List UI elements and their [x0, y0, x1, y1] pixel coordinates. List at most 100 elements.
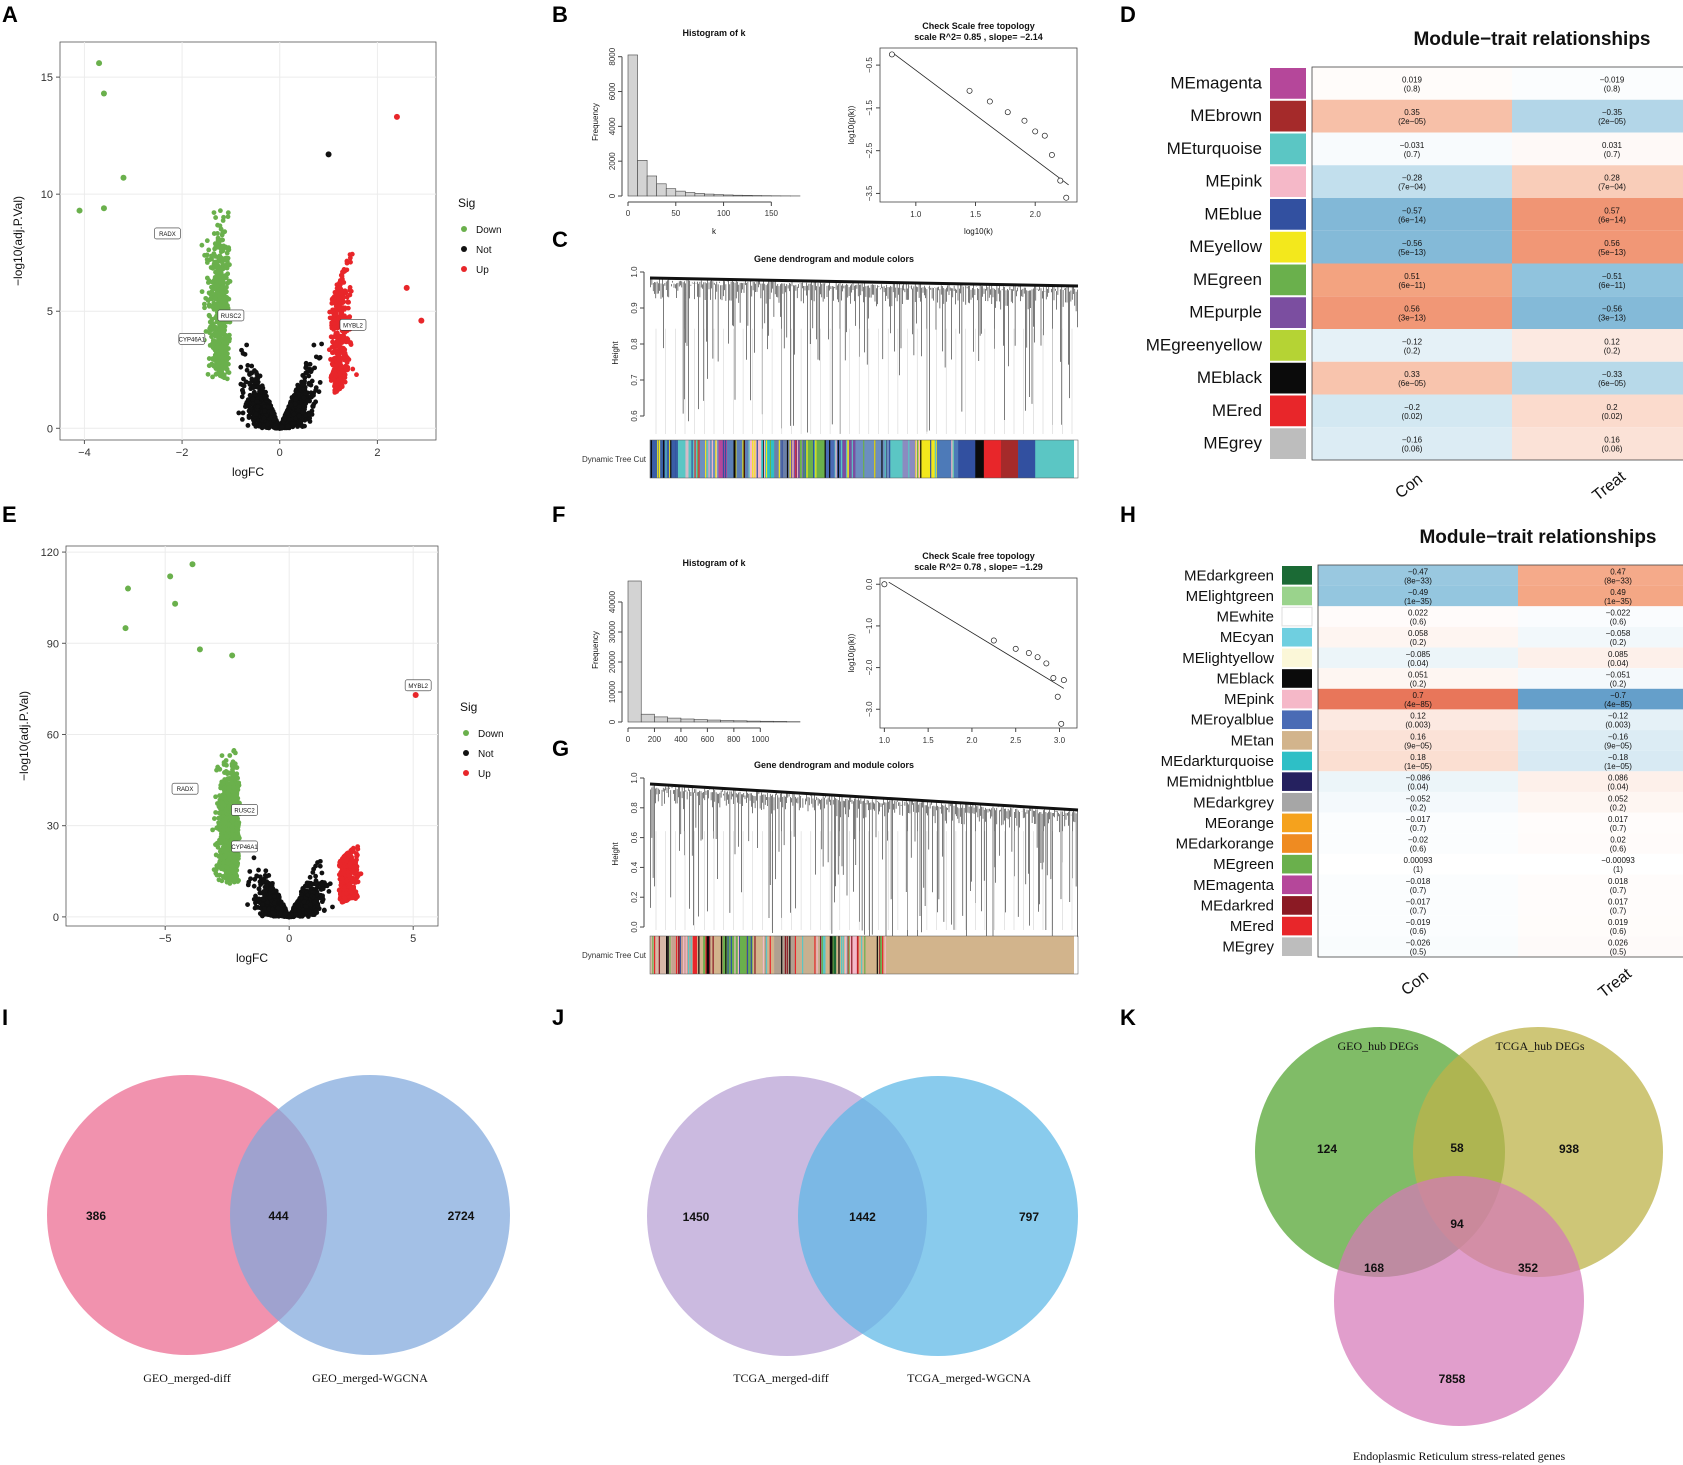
data-point-down	[220, 325, 225, 331]
module-color-segment	[983, 440, 1002, 478]
dendrogram-geo: Gene dendrogram and module colors0.60.70…	[582, 254, 1079, 479]
module-color-stripe	[815, 440, 817, 478]
module-color-stripe	[829, 440, 831, 478]
data-point	[986, 98, 993, 105]
module-color-stripe	[698, 440, 700, 478]
data-point-not	[326, 889, 332, 894]
data-point-not	[310, 403, 316, 409]
data-point-down	[223, 295, 229, 300]
data-point-down	[225, 210, 231, 216]
module-color-stripe	[918, 440, 920, 478]
data-point-down	[217, 298, 223, 304]
data-point-not	[255, 383, 261, 389]
data-point-not	[317, 380, 323, 385]
y-tick-label: 0	[47, 423, 53, 435]
module-color-stripe	[908, 440, 910, 478]
heatmap-title: Module−trait relationships	[1413, 29, 1650, 50]
gene-label-box	[154, 227, 181, 240]
y-tick-label: 120	[41, 547, 59, 559]
module-color-stripe	[835, 440, 837, 478]
data-point	[966, 87, 973, 94]
data-point-down	[217, 208, 223, 214]
dendrogram-top	[649, 276, 1079, 288]
data-point-up	[340, 270, 346, 275]
data-point-down	[212, 816, 217, 821]
module-color-stripe	[697, 440, 699, 478]
x-axis-label: log10(k)	[964, 227, 993, 236]
data-point-not	[301, 899, 307, 905]
heatmap-cell-con	[1312, 296, 1512, 329]
y-tick-label: 10	[41, 189, 53, 201]
data-point-up	[330, 307, 336, 313]
module-color-stripe	[754, 440, 756, 478]
data-point-down	[221, 762, 227, 767]
data-point-not	[268, 886, 274, 892]
y-axis-label: −log10(adj.P.Val)	[11, 196, 25, 286]
cell-value: 0.28	[1604, 174, 1620, 183]
data-point-down	[205, 298, 211, 303]
cell-value: −0.16	[1402, 436, 1423, 445]
data-point-down	[199, 242, 205, 248]
data-point-down	[213, 810, 219, 815]
data-point-not	[248, 370, 254, 376]
data-point-not	[244, 342, 250, 348]
data-point-down	[224, 264, 230, 269]
data-point-up	[338, 297, 343, 302]
data-point-up	[334, 291, 340, 297]
heatmap-cell-treat	[1512, 198, 1683, 231]
data-point-not	[320, 886, 326, 892]
data-point-up	[334, 330, 340, 336]
x-axis-label: k	[712, 227, 717, 236]
cell-value: −0.019	[1600, 75, 1625, 84]
data-point-not	[303, 365, 309, 371]
module-color-segment	[1000, 440, 1019, 478]
panel-label-k: K	[1120, 1005, 1136, 1030]
fit-line	[891, 51, 1069, 186]
data-point-not	[298, 895, 304, 901]
data-point-down	[232, 750, 238, 756]
module-color-segment	[1018, 440, 1036, 478]
module-color-stripe	[951, 440, 953, 478]
cell-value: 0.019	[1402, 75, 1423, 84]
data-point-not	[262, 893, 267, 898]
data-point-not	[298, 892, 304, 897]
data-point-up	[335, 378, 341, 384]
data-point-not	[283, 911, 289, 917]
panel-label-h: H	[1120, 502, 1136, 527]
module-swatch	[1270, 133, 1306, 165]
cell-value: −0.2	[1404, 403, 1420, 412]
data-point-down	[211, 251, 217, 257]
data-point-up	[345, 299, 351, 305]
module-swatch	[1270, 100, 1306, 132]
data-point-not	[260, 896, 266, 902]
data-point	[1004, 109, 1011, 116]
y-tick-label: −2.5	[865, 142, 874, 158]
panel-label-a: A	[2, 2, 18, 27]
cell-value: −0.56	[1602, 305, 1623, 314]
heatmap-cell-con	[1312, 132, 1512, 166]
data-point-not	[308, 390, 314, 396]
data-point-not	[251, 896, 257, 902]
module-label: MEmagenta	[1170, 73, 1262, 92]
data-point-up	[333, 342, 338, 348]
data-point-up	[339, 274, 345, 279]
data-point-down	[212, 340, 218, 346]
y-axis-label: −log10(adj.P.Val)	[17, 691, 31, 781]
data-point-not	[295, 903, 301, 909]
data-point-not	[308, 902, 313, 908]
y-tick-label: 0	[608, 193, 617, 198]
data-point-not	[266, 906, 272, 912]
data-point-not	[262, 408, 267, 414]
module-color-stripe	[705, 440, 707, 478]
cell-pvalue: (6e−14)	[1398, 215, 1426, 224]
data-point-up	[347, 292, 353, 298]
module-label: MEgreenyellow	[1146, 335, 1263, 354]
cell-pvalue: (6e−05)	[1598, 379, 1626, 388]
cell-pvalue: (0.8)	[1604, 84, 1621, 93]
module-color-stripe	[748, 440, 750, 478]
data-point-down	[204, 275, 210, 281]
cell-pvalue: (2e−05)	[1598, 117, 1626, 126]
data-point-down	[217, 371, 223, 377]
dendrogram-branches	[650, 278, 1078, 434]
